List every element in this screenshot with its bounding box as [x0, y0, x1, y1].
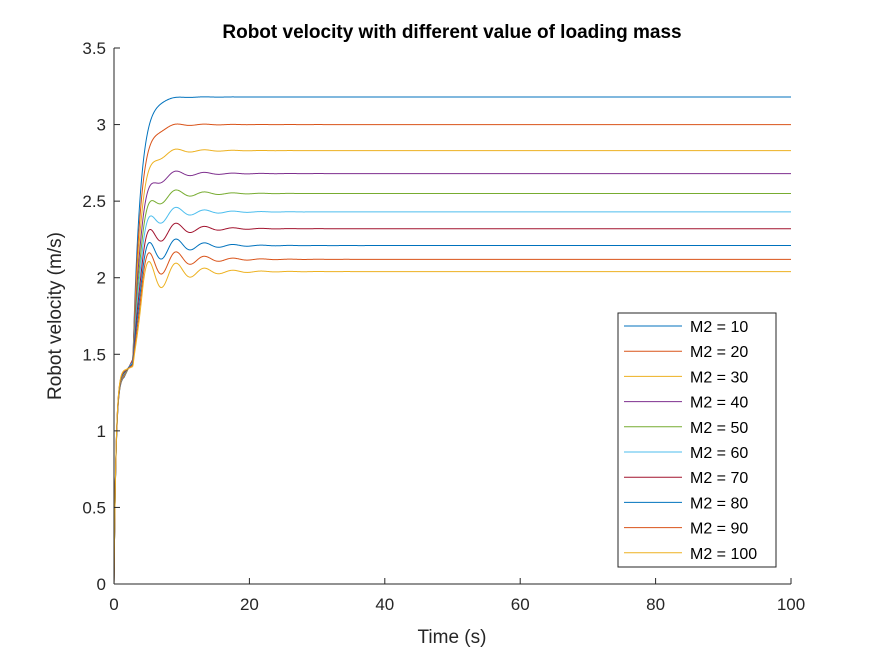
y-tick-label: 2.5	[82, 192, 106, 211]
x-tick-label: 0	[109, 595, 118, 614]
series-line-6	[113, 206, 791, 585]
y-tick-label: 0	[97, 575, 106, 594]
x-tick-label: 40	[375, 595, 394, 614]
x-tick-label: 80	[646, 595, 665, 614]
legend-entry-1: M2 = 10	[690, 319, 748, 336]
y-tick-label: 1.5	[82, 345, 106, 364]
series-line-5	[113, 189, 791, 585]
x-tick-label: 60	[511, 595, 530, 614]
legend-entry-9: M2 = 90	[690, 521, 748, 538]
legend-entry-2: M2 = 20	[690, 344, 748, 361]
y-tick-label: 3	[97, 116, 106, 135]
y-tick-label: 2	[97, 269, 106, 288]
series-lines	[113, 96, 791, 585]
legend-entry-7: M2 = 70	[690, 470, 748, 487]
legend-entry-4: M2 = 40	[690, 395, 748, 412]
legend-entry-3: M2 = 30	[690, 369, 748, 386]
y-tick-label: 3.5	[82, 39, 106, 58]
legend-box	[617, 312, 777, 568]
series-line-8	[113, 238, 791, 585]
series-line-3	[113, 148, 791, 585]
series-line-1	[113, 96, 791, 585]
y-axis-label: Robot velocity (m/s)	[45, 232, 66, 400]
axes	[113, 48, 791, 585]
legend: M2 = 10 M2 = 20 M2 = 30 M2 = 40 M2 = 50 M2 = …	[617, 312, 777, 568]
ticks: 0 20 40 60 80 100 0 0.5 1 1.5 2 2.5 3 3.5	[82, 39, 805, 614]
chart-title: Robot velocity with different value of l…	[222, 22, 681, 43]
x-axis-label: Time (s)	[418, 627, 487, 648]
series-line-7	[113, 222, 791, 585]
legend-entry-6: M2 = 60	[690, 445, 748, 462]
y-tick-label: 0.5	[82, 498, 106, 517]
y-tick-label: 1	[97, 422, 106, 441]
legend-entry-5: M2 = 50	[690, 420, 748, 437]
legend-entry-8: M2 = 80	[690, 495, 748, 512]
legend-entry-10: M2 = 100	[690, 546, 757, 563]
x-tick-label: 100	[777, 595, 805, 614]
series-line-2	[113, 123, 791, 585]
series-line-10	[113, 260, 791, 585]
series-line-9	[113, 251, 791, 585]
series-line-4	[113, 170, 791, 585]
x-tick-label: 20	[240, 595, 259, 614]
